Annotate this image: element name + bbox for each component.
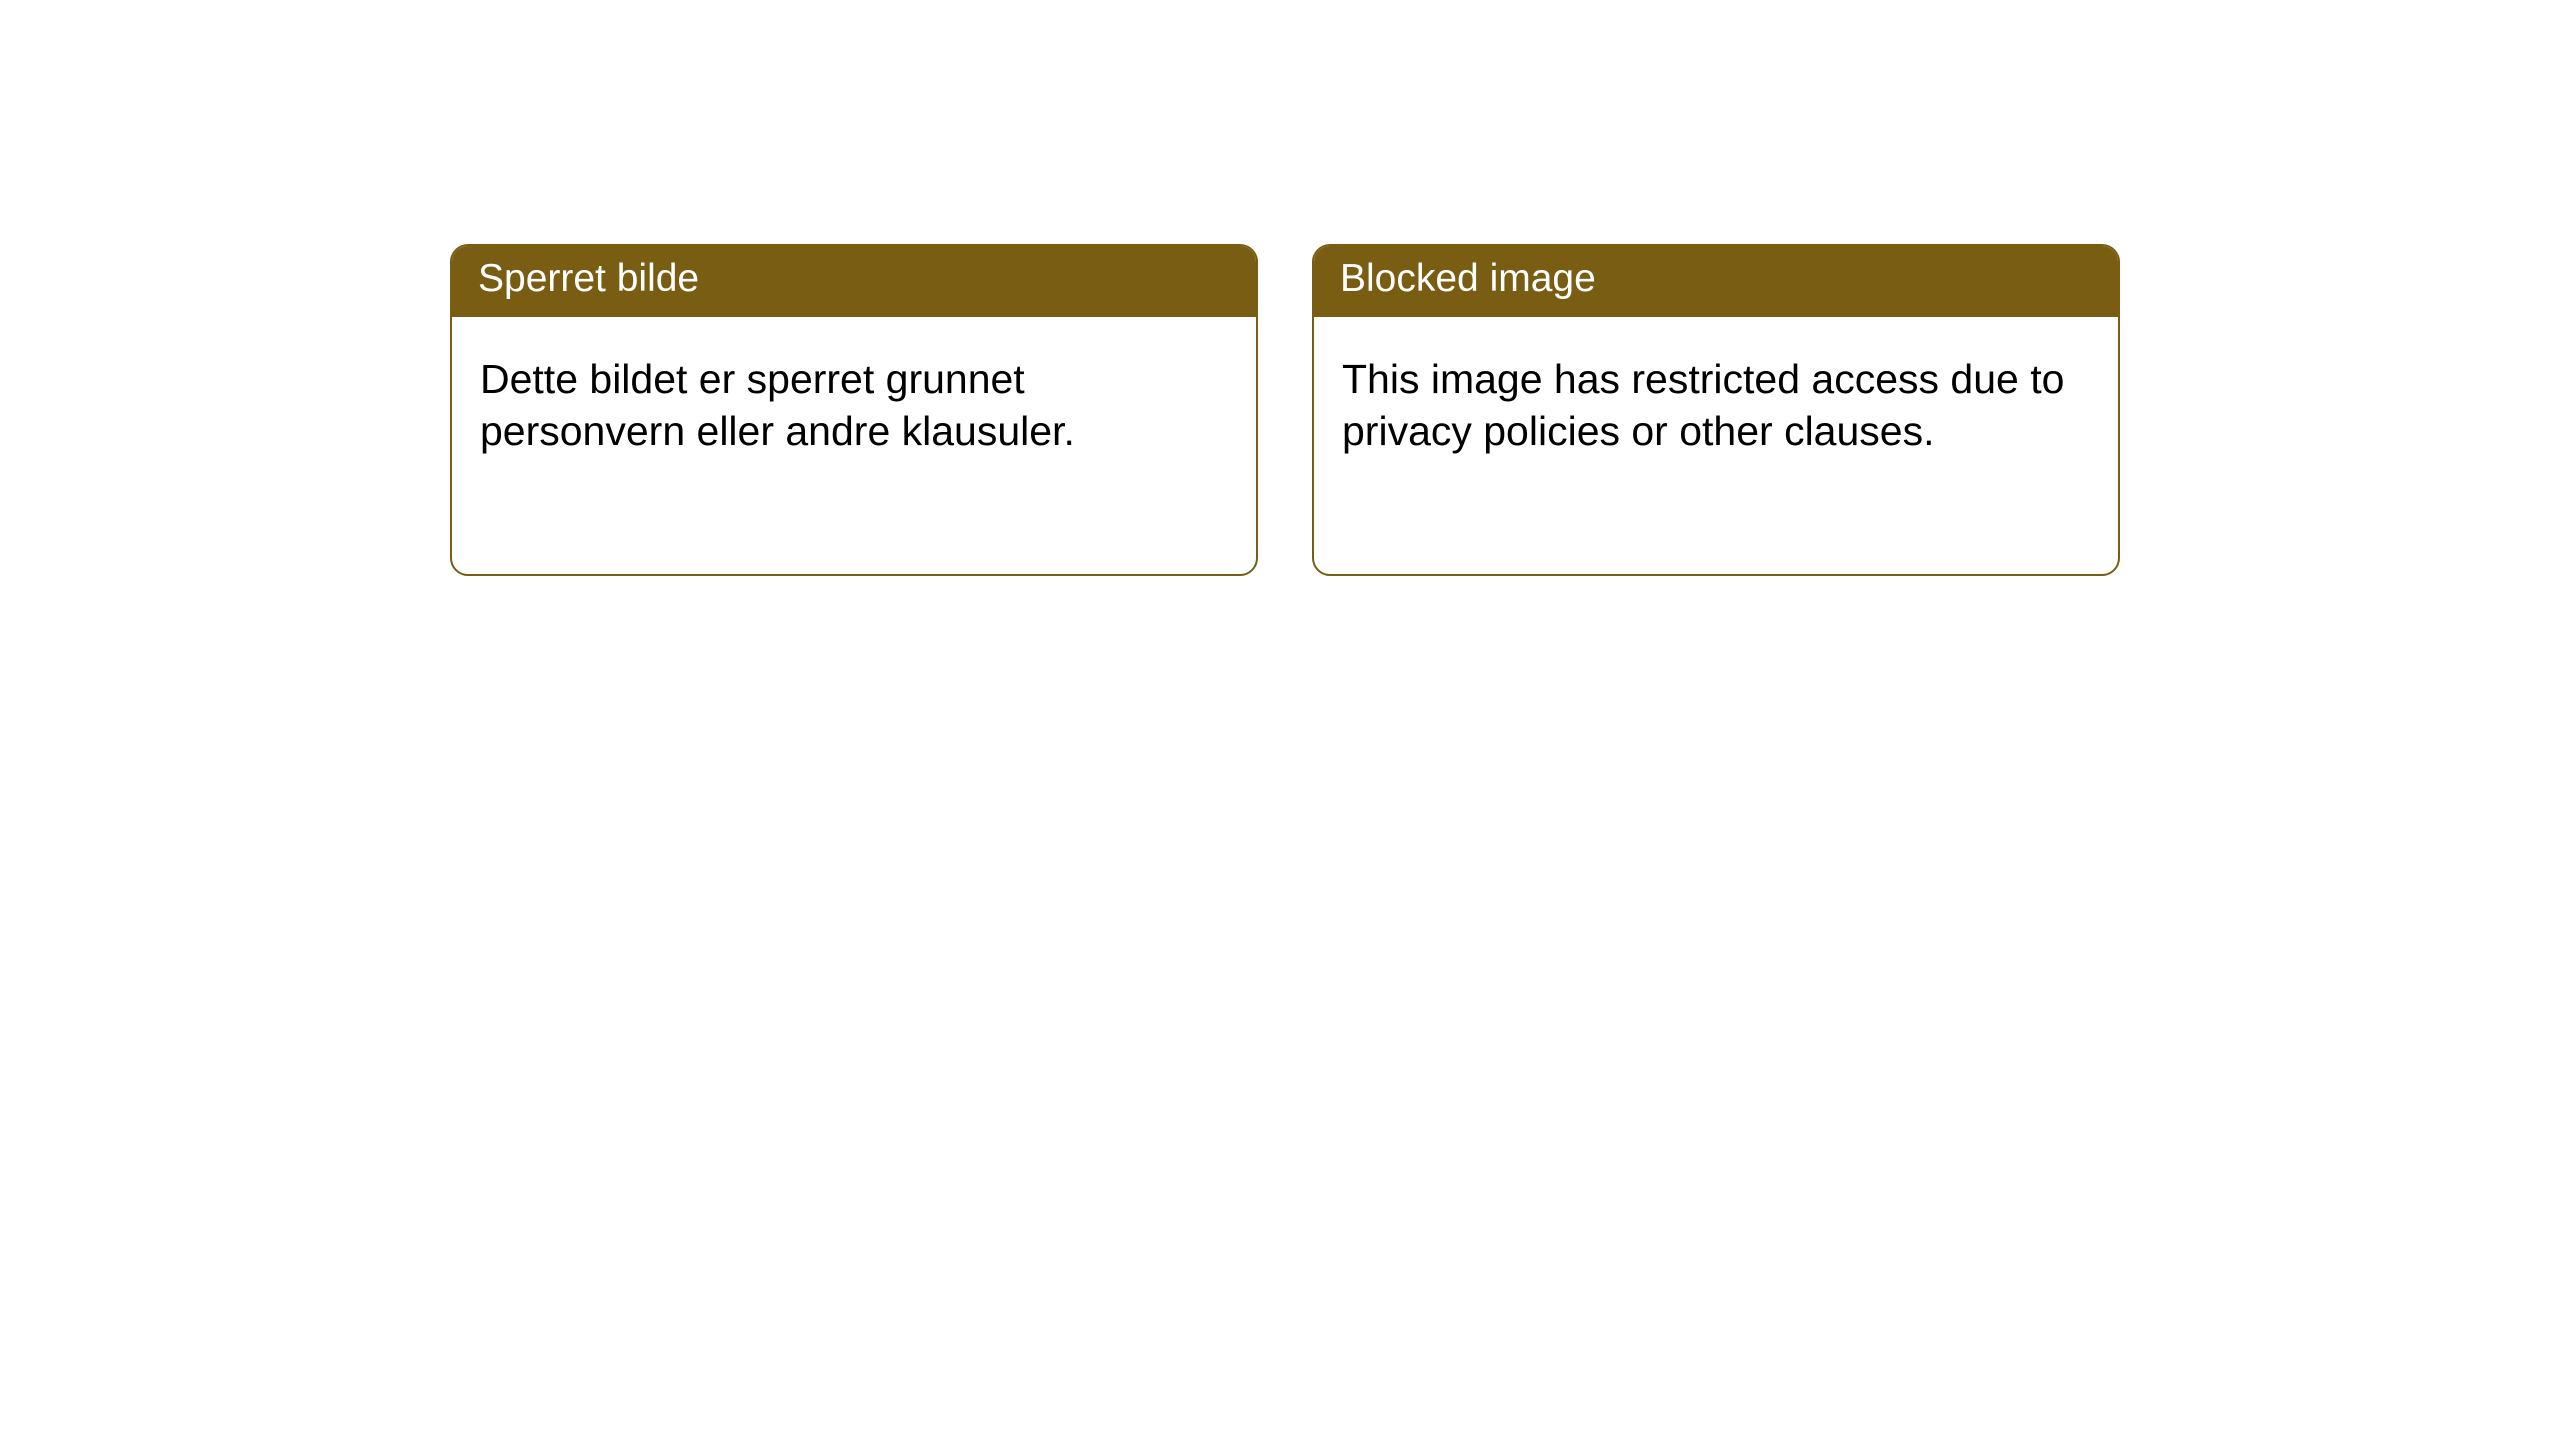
notice-body-en: This image has restricted access due to … <box>1314 317 2118 486</box>
notice-header-no: Sperret bilde <box>452 246 1256 317</box>
notice-container: Sperret bilde Dette bildet er sperret gr… <box>0 0 2560 576</box>
notice-box-no: Sperret bilde Dette bildet er sperret gr… <box>450 244 1258 576</box>
notice-box-en: Blocked image This image has restricted … <box>1312 244 2120 576</box>
notice-body-no: Dette bildet er sperret grunnet personve… <box>452 317 1256 486</box>
notice-header-en: Blocked image <box>1314 246 2118 317</box>
